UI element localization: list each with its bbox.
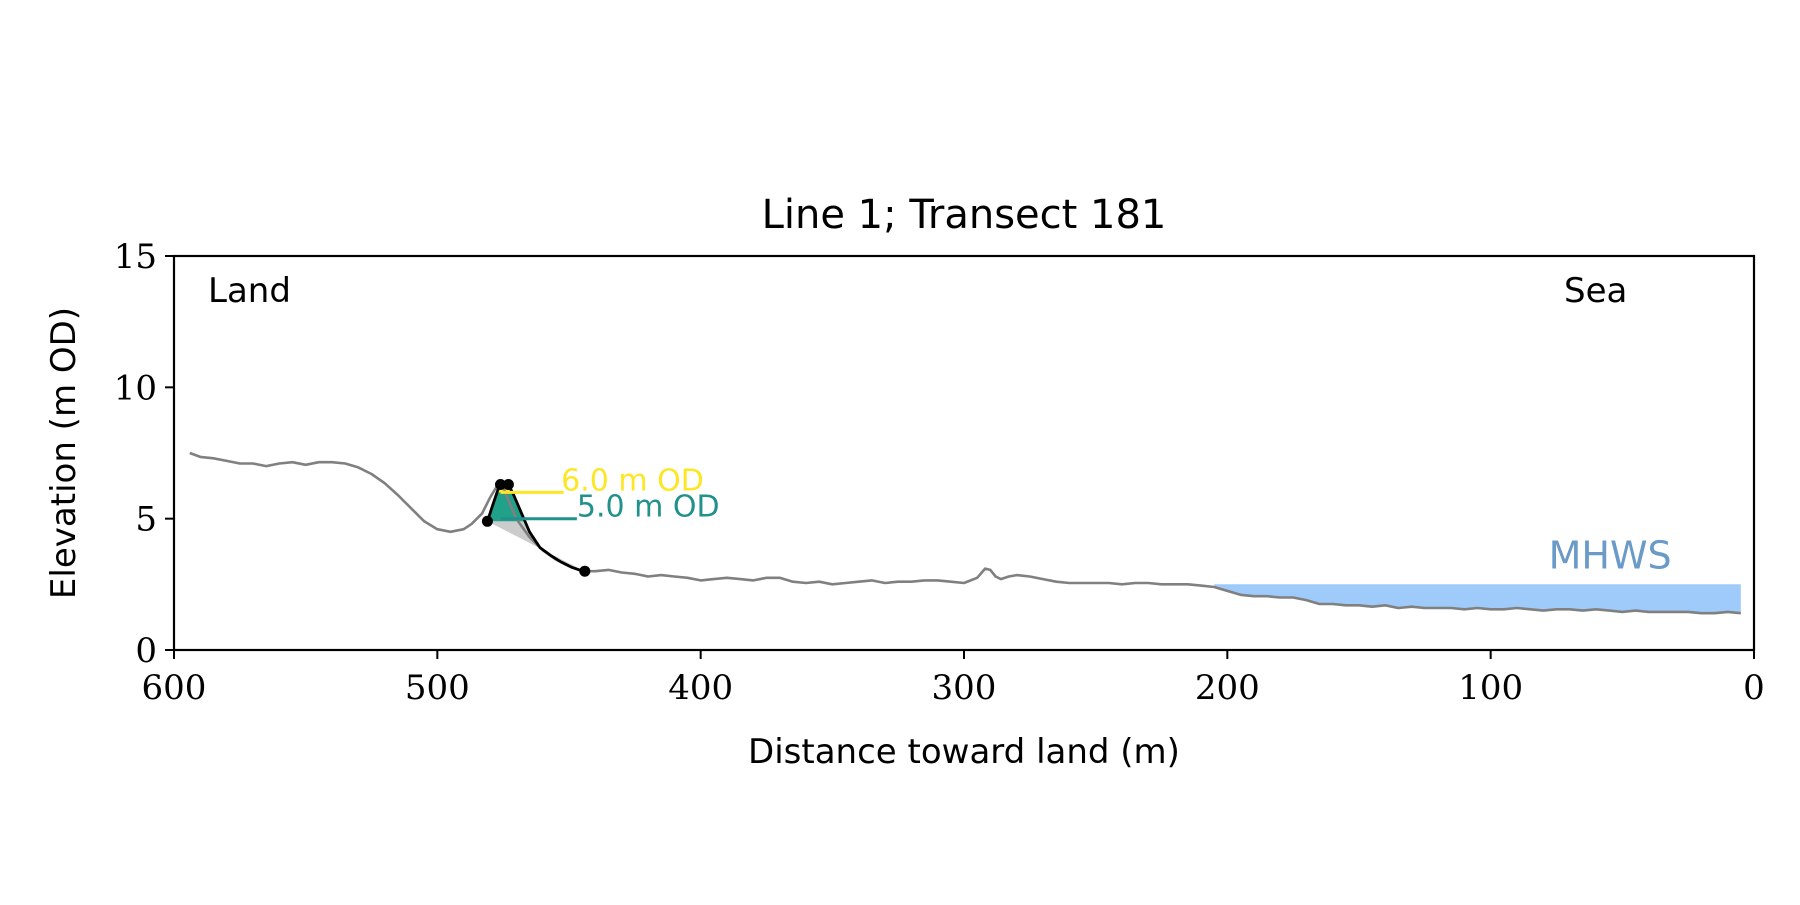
x-tick-label: 600 <box>142 668 207 708</box>
x-tick-label: 300 <box>932 668 997 708</box>
dune-point-3 <box>502 479 514 490</box>
x-axis-label: Distance toward land (m) <box>748 732 1180 772</box>
level-6m-label: 6.0 m OD <box>561 463 704 498</box>
dune-point-2 <box>495 479 506 490</box>
y-tick-label: 15 <box>114 237 157 277</box>
y-axis-label: Elevation (m OD) <box>44 307 84 599</box>
mhws-fill <box>1214 584 1741 614</box>
dune-point-4 <box>579 565 591 577</box>
x-tick-label: 0 <box>1743 668 1765 708</box>
y-tick-label: 5 <box>135 500 157 540</box>
x-tick-label: 200 <box>1195 668 1260 708</box>
y-tick-label: 10 <box>114 368 157 408</box>
land-label: Land <box>208 271 291 311</box>
x-tick-label: 400 <box>668 668 733 708</box>
sea-label: Sea <box>1564 271 1627 311</box>
chart-title: Line 1; Transect 181 <box>762 192 1167 238</box>
mhws-label: MHWS <box>1549 534 1672 578</box>
profile-line <box>189 451 1741 615</box>
y-tick-label: 0 <box>135 631 157 671</box>
x-tick-label: 100 <box>1458 668 1523 708</box>
x-tick-label: 500 <box>405 668 470 708</box>
dune-point-1 <box>481 515 493 527</box>
level-5m-label: 5.0 m OD <box>577 490 720 525</box>
